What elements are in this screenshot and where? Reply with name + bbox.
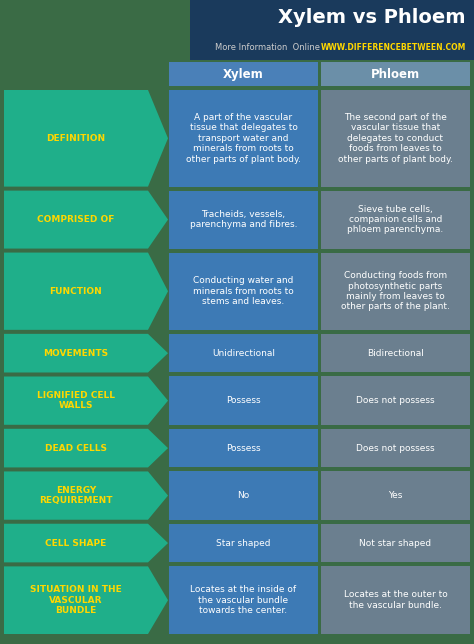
Text: Xylem vs Phloem: Xylem vs Phloem bbox=[279, 8, 466, 27]
FancyBboxPatch shape bbox=[169, 524, 318, 562]
Text: The second part of the
vascular tissue that
delegates to conduct
foods from leav: The second part of the vascular tissue t… bbox=[338, 113, 453, 164]
Polygon shape bbox=[4, 191, 168, 249]
FancyBboxPatch shape bbox=[321, 377, 470, 425]
Text: Conducting water and
minerals from roots to
stems and leaves.: Conducting water and minerals from roots… bbox=[193, 276, 294, 306]
Text: Phloem: Phloem bbox=[371, 68, 420, 80]
Text: FUNCTION: FUNCTION bbox=[50, 287, 102, 296]
Text: WWW.DIFFERENCEBETWEEN.COM: WWW.DIFFERENCEBETWEEN.COM bbox=[320, 43, 466, 52]
FancyBboxPatch shape bbox=[190, 0, 474, 60]
FancyBboxPatch shape bbox=[169, 191, 318, 249]
FancyBboxPatch shape bbox=[169, 429, 318, 468]
FancyBboxPatch shape bbox=[169, 62, 318, 86]
FancyBboxPatch shape bbox=[169, 90, 318, 187]
Text: SITUATION IN THE
VASCULAR
BUNDLE: SITUATION IN THE VASCULAR BUNDLE bbox=[30, 585, 122, 615]
Text: Yes: Yes bbox=[388, 491, 403, 500]
Text: Does not possess: Does not possess bbox=[356, 396, 435, 405]
FancyBboxPatch shape bbox=[169, 334, 318, 372]
FancyBboxPatch shape bbox=[169, 252, 318, 330]
Polygon shape bbox=[4, 90, 168, 187]
Text: Conducting foods from
photosynthetic parts
mainly from leaves to
other parts of : Conducting foods from photosynthetic par… bbox=[341, 271, 450, 311]
Text: ENERGY
REQUIREMENT: ENERGY REQUIREMENT bbox=[39, 486, 113, 506]
Text: Possess: Possess bbox=[226, 396, 261, 405]
Text: A part of the vascular
tissue that delegates to
transport water and
minerals fro: A part of the vascular tissue that deleg… bbox=[186, 113, 301, 164]
FancyBboxPatch shape bbox=[321, 334, 470, 372]
FancyBboxPatch shape bbox=[321, 62, 470, 86]
FancyBboxPatch shape bbox=[321, 191, 470, 249]
Text: CELL SHAPE: CELL SHAPE bbox=[46, 538, 107, 547]
Polygon shape bbox=[4, 377, 168, 425]
Text: Star shaped: Star shaped bbox=[216, 538, 271, 547]
Polygon shape bbox=[4, 524, 168, 562]
Text: DEFINITION: DEFINITION bbox=[46, 134, 106, 143]
Text: Locates at the outer to
the vascular bundle.: Locates at the outer to the vascular bun… bbox=[344, 591, 447, 610]
Polygon shape bbox=[4, 471, 168, 520]
Text: Tracheids, vessels,
parenchyma and fibres.: Tracheids, vessels, parenchyma and fibre… bbox=[190, 210, 297, 229]
Text: MOVEMENTS: MOVEMENTS bbox=[44, 348, 109, 357]
Text: No: No bbox=[237, 491, 250, 500]
Polygon shape bbox=[4, 334, 168, 372]
FancyBboxPatch shape bbox=[321, 252, 470, 330]
Text: Bidirectional: Bidirectional bbox=[367, 348, 424, 357]
FancyBboxPatch shape bbox=[169, 566, 318, 634]
Polygon shape bbox=[4, 429, 168, 468]
Text: More Information  Online: More Information Online bbox=[215, 43, 320, 52]
Text: Xylem: Xylem bbox=[223, 68, 264, 80]
FancyBboxPatch shape bbox=[321, 429, 470, 468]
Text: Unidirectional: Unidirectional bbox=[212, 348, 275, 357]
Text: Possess: Possess bbox=[226, 444, 261, 453]
Polygon shape bbox=[4, 252, 168, 330]
Text: Not star shaped: Not star shaped bbox=[359, 538, 431, 547]
FancyBboxPatch shape bbox=[169, 471, 318, 520]
Text: COMPRISED OF: COMPRISED OF bbox=[37, 215, 115, 224]
Polygon shape bbox=[4, 566, 168, 634]
FancyBboxPatch shape bbox=[321, 524, 470, 562]
FancyBboxPatch shape bbox=[321, 566, 470, 634]
Text: Locates at the inside of
the vascular bundle
towards the center.: Locates at the inside of the vascular bu… bbox=[191, 585, 297, 615]
FancyBboxPatch shape bbox=[321, 471, 470, 520]
Text: LIGNIFIED CELL
WALLS: LIGNIFIED CELL WALLS bbox=[37, 391, 115, 410]
Text: Sieve tube cells,
companion cells and
phloem parenchyma.: Sieve tube cells, companion cells and ph… bbox=[347, 205, 444, 234]
Text: Does not possess: Does not possess bbox=[356, 444, 435, 453]
FancyBboxPatch shape bbox=[169, 377, 318, 425]
FancyBboxPatch shape bbox=[321, 90, 470, 187]
Text: DEAD CELLS: DEAD CELLS bbox=[45, 444, 107, 453]
